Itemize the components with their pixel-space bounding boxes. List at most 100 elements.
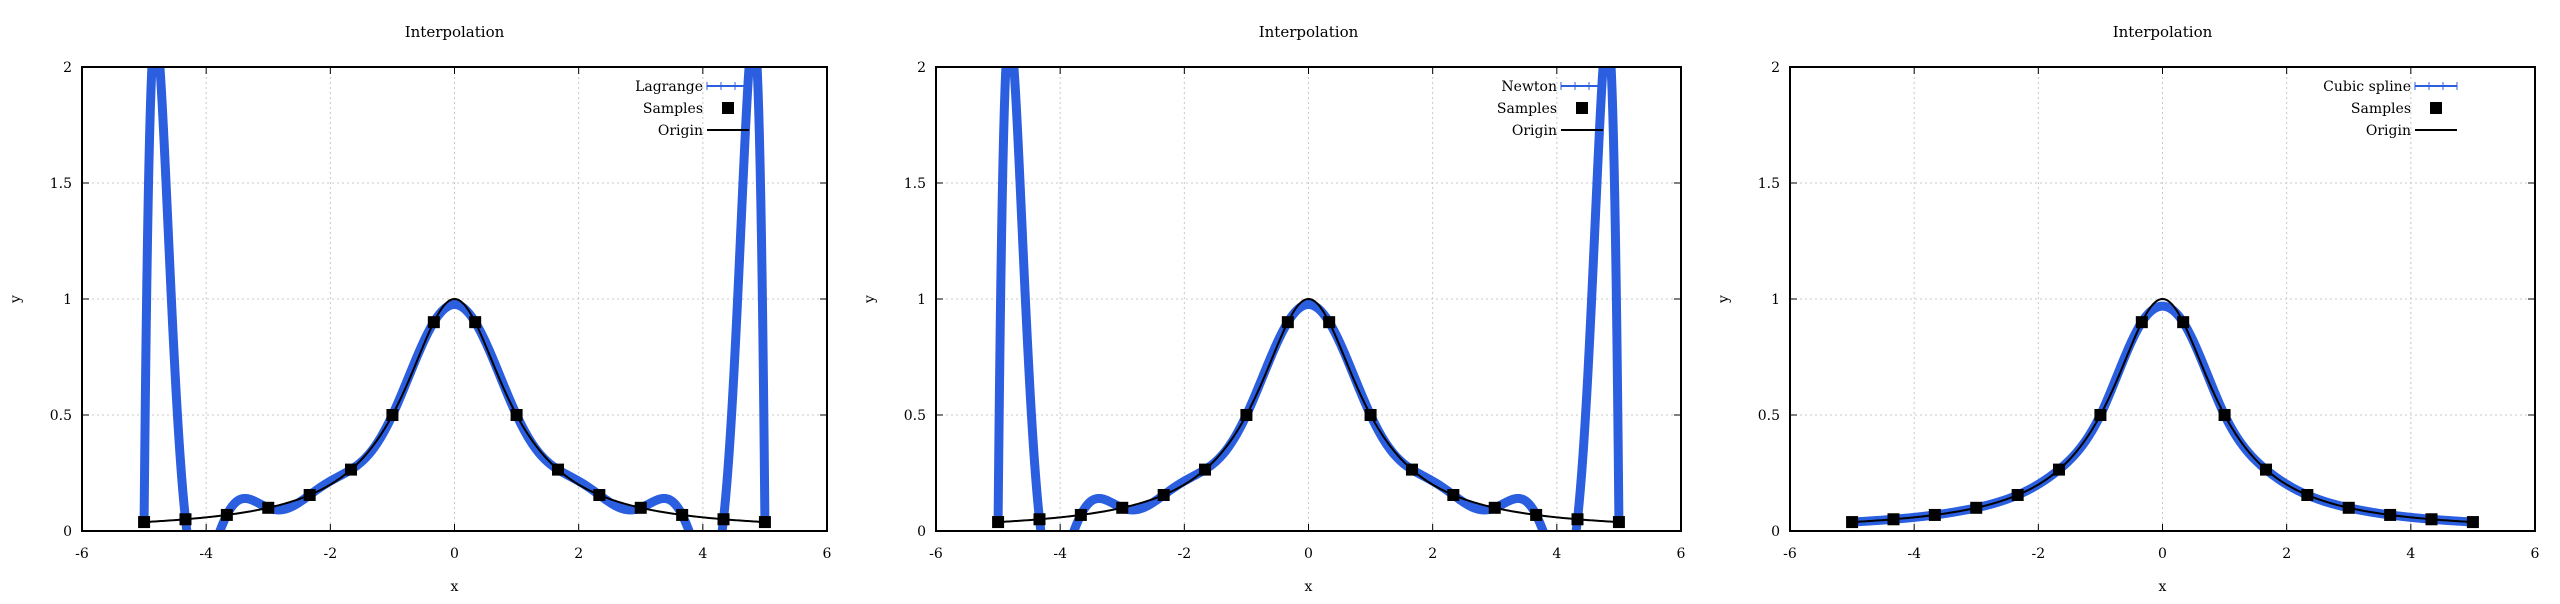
- sample-point: [2011, 488, 2024, 501]
- sample-point: [2177, 316, 2190, 329]
- x-tick-label: 2: [2282, 546, 2291, 562]
- legend-label: Samples: [643, 101, 703, 117]
- plot-area: [1846, 297, 2479, 529]
- sample-point: [345, 463, 358, 476]
- y-tick-label: 1.5: [50, 176, 72, 192]
- sample-point: [717, 513, 730, 526]
- y-tick-label: 1: [1771, 292, 1780, 308]
- y-tick-label: 0: [917, 524, 926, 540]
- x-tick-label: -4: [1907, 546, 1921, 562]
- y-axis-label: y: [1716, 295, 1732, 304]
- sample-point: [1157, 488, 1170, 501]
- x-tick-label: -6: [75, 546, 89, 562]
- sample-point: [1612, 516, 1625, 529]
- sample-point: [2218, 409, 2231, 421]
- sample-point: [1447, 488, 1460, 501]
- sample-point: [2053, 463, 2066, 476]
- x-axis-label: x: [2159, 579, 2167, 595]
- plot-frame: [81, 66, 828, 532]
- sample-point: [510, 409, 523, 421]
- x-tick-label: 4: [2406, 546, 2415, 562]
- x-tick-label: -2: [2032, 546, 2046, 562]
- chart-panel-0: Interpolation -6 -4 -2 0 2 4 6 0 0.5 1 1.5 2 x y Lagran…: [8, 23, 832, 595]
- x-tick-label: -6: [1783, 546, 1797, 562]
- legend-label: Cubic spline: [2323, 79, 2411, 95]
- sample-point: [386, 409, 399, 421]
- sample-point: [1405, 463, 1418, 476]
- legend-label: Origin: [658, 123, 703, 139]
- x-tick-label: 6: [823, 546, 832, 562]
- sample-point: [1530, 508, 1543, 521]
- origin-curve: [1852, 297, 2473, 524]
- x-tick-label: -2: [324, 546, 338, 562]
- sample-point: [1571, 513, 1584, 526]
- sample-point: [1240, 409, 1253, 421]
- y-tick-label: 2: [1771, 60, 1780, 76]
- legend-swatch-samples: [2430, 102, 2442, 114]
- sample-point: [1074, 508, 1087, 521]
- sample-point: [469, 316, 482, 329]
- plot-frame: [1789, 66, 2536, 532]
- y-tick-label: 1.5: [904, 176, 926, 192]
- plot-area: [992, 67, 1625, 531]
- sample-point: [427, 316, 440, 329]
- x-tick-label: -4: [199, 546, 213, 562]
- sample-point: [1323, 316, 1336, 329]
- sample-point: [262, 501, 275, 514]
- sample-point: [2094, 409, 2107, 421]
- y-tick-label: 0: [63, 524, 72, 540]
- sample-point: [1033, 513, 1046, 526]
- x-tick-label: 4: [698, 546, 707, 562]
- chart-title: Interpolation: [2113, 23, 2213, 41]
- legend-swatch-samples: [1576, 102, 1588, 114]
- plot-area: [138, 67, 771, 531]
- sample-point: [2425, 513, 2438, 526]
- sample-point: [1970, 501, 1983, 514]
- sample-point: [551, 463, 564, 476]
- x-tick-label: 2: [1428, 546, 1437, 562]
- x-tick-label: 0: [450, 546, 459, 562]
- sample-point: [303, 488, 316, 501]
- sample-point: [1364, 409, 1377, 421]
- origin-curve: [144, 297, 765, 524]
- legend-label: Lagrange: [635, 79, 703, 95]
- y-tick-label: 0.5: [50, 408, 72, 424]
- y-tick-label: 2: [917, 60, 926, 76]
- y-tick-label: 1: [63, 292, 72, 308]
- x-tick-label: 0: [1304, 546, 1313, 562]
- chart-title: Interpolation: [1259, 23, 1359, 41]
- sample-point: [676, 508, 689, 521]
- x-tick-label: 4: [1552, 546, 1561, 562]
- chart-panel-1: Interpolation -6 -4 -2 0 2 4 6 0 0.5 1 1.5 2 x y Newton…: [862, 23, 1686, 595]
- sample-point: [593, 488, 606, 501]
- plot-frame: [935, 66, 1682, 532]
- sample-point: [992, 516, 1005, 529]
- sample-point: [1199, 463, 1212, 476]
- sample-point: [2259, 463, 2272, 476]
- y-tick-label: 2: [63, 60, 72, 76]
- x-tick-label: 0: [2158, 546, 2167, 562]
- x-axis-label: x: [451, 579, 459, 595]
- legend-label: Origin: [2366, 123, 2411, 139]
- legend-label: Newton: [1501, 79, 1557, 95]
- x-tick-label: 6: [1677, 546, 1686, 562]
- x-tick-label: -6: [929, 546, 943, 562]
- y-axis-label: y: [8, 295, 24, 304]
- y-tick-label: 0.5: [904, 408, 926, 424]
- sample-point: [1887, 513, 1900, 526]
- x-tick-label: -4: [1053, 546, 1067, 562]
- sample-point: [138, 516, 151, 529]
- sample-point: [634, 501, 647, 514]
- sample-point: [2301, 488, 2314, 501]
- x-tick-label: 2: [574, 546, 583, 562]
- sample-point: [758, 516, 771, 529]
- sample-point: [220, 508, 233, 521]
- origin-curve: [998, 297, 1619, 524]
- sample-point: [1488, 501, 1501, 514]
- sample-point: [1281, 316, 1294, 329]
- sample-point: [2384, 508, 2397, 521]
- legend-swatch-samples: [722, 102, 734, 114]
- sample-point: [1116, 501, 1129, 514]
- legend-label: Samples: [1497, 101, 1557, 117]
